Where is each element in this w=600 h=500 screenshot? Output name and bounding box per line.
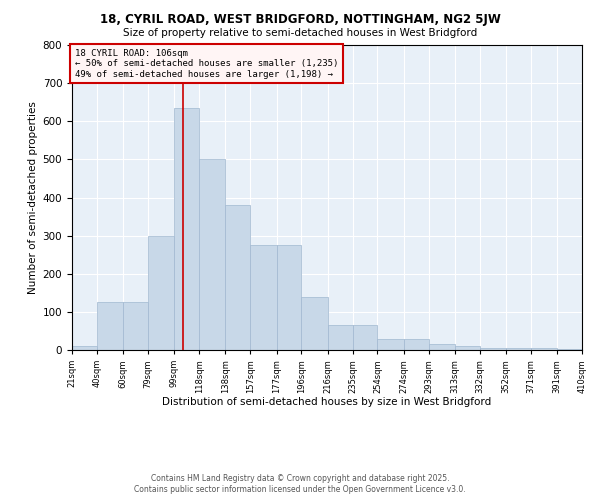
Bar [480,348,506,350]
Text: 18 CYRIL ROAD: 106sqm
← 50% of semi-detached houses are smaller (1,235)
49% of s: 18 CYRIL ROAD: 106sqm ← 50% of semi-deta… [74,49,338,78]
Bar [301,296,328,350]
Text: Contains HM Land Registry data © Crown copyright and database right 2025.
Contai: Contains HM Land Registry data © Crown c… [134,474,466,494]
Bar [97,302,123,350]
Bar [250,245,277,350]
X-axis label: Distribution of semi-detached houses by size in West Bridgford: Distribution of semi-detached houses by … [163,397,491,407]
Bar [455,346,480,350]
Bar [174,108,199,350]
Bar [226,205,250,350]
Bar [353,325,377,350]
Bar [123,302,148,350]
Bar [148,236,174,350]
Bar [328,325,353,350]
Bar [531,348,557,350]
Bar [277,245,301,350]
Bar [428,344,455,350]
Bar [377,338,404,350]
Bar [506,348,531,350]
Bar [557,349,582,350]
Bar [72,346,97,350]
Bar [404,338,428,350]
Text: 18, CYRIL ROAD, WEST BRIDGFORD, NOTTINGHAM, NG2 5JW: 18, CYRIL ROAD, WEST BRIDGFORD, NOTTINGH… [100,12,500,26]
Text: Size of property relative to semi-detached houses in West Bridgford: Size of property relative to semi-detach… [123,28,477,38]
Y-axis label: Number of semi-detached properties: Number of semi-detached properties [28,101,38,294]
Bar [199,160,226,350]
